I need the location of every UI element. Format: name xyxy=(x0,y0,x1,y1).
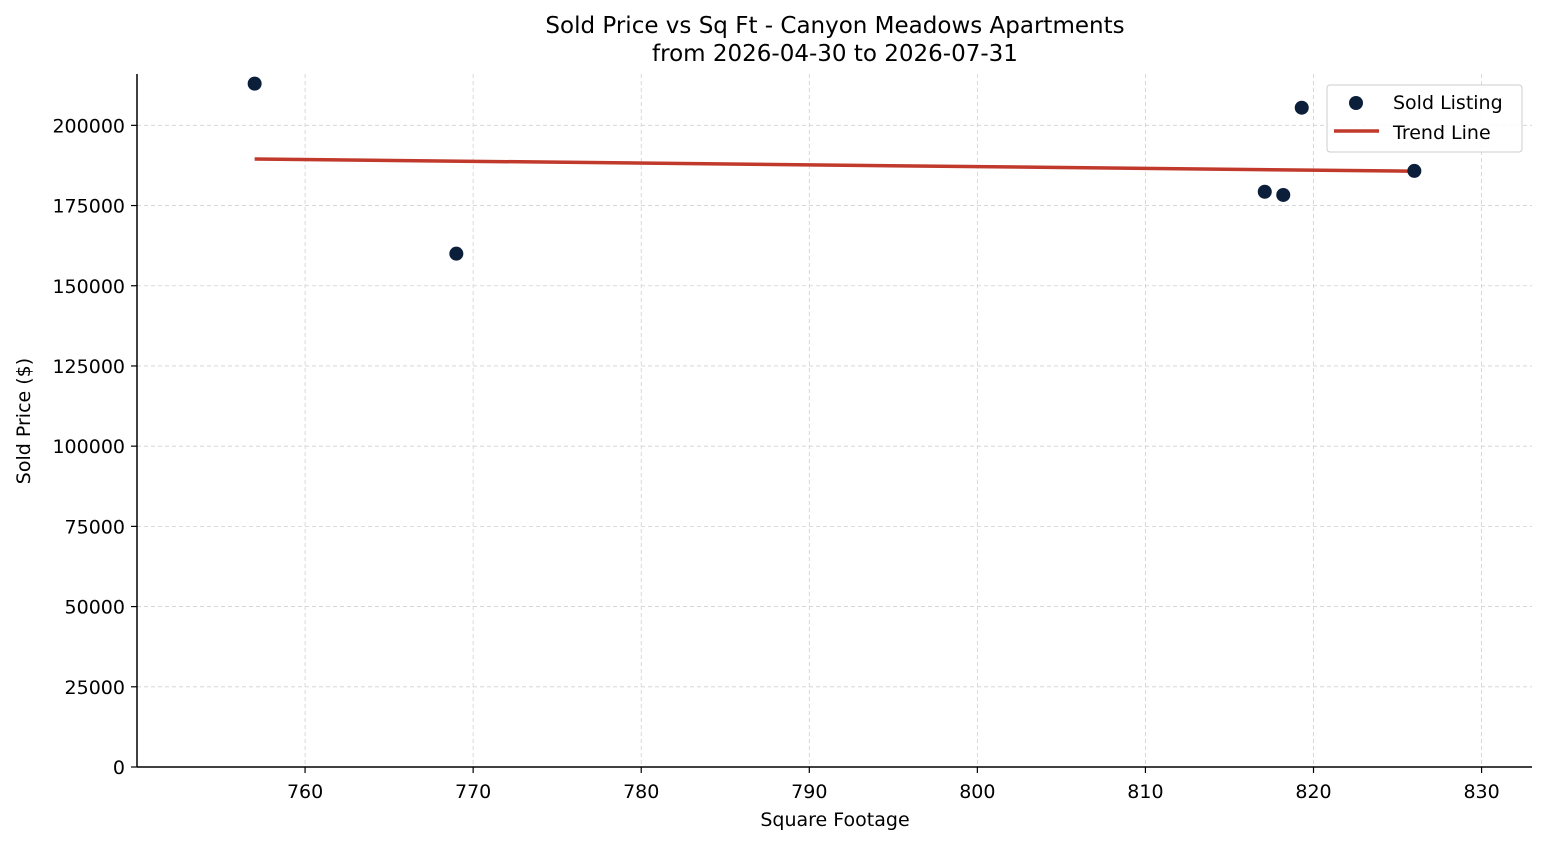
y-tick-label: 125000 xyxy=(52,356,125,378)
legend-label-trend-line: Trend Line xyxy=(1392,122,1491,144)
data-point xyxy=(247,76,262,91)
y-tick-label: 175000 xyxy=(52,196,125,218)
data-point xyxy=(1407,163,1422,178)
y-tick-label: 50000 xyxy=(65,597,125,619)
data-point xyxy=(1276,187,1291,202)
x-tick-label: 760 xyxy=(287,781,323,803)
axes xyxy=(136,74,1532,768)
x-tick-label: 780 xyxy=(623,781,659,803)
chart-subtitle: from 2026-04-30 to 2026-07-31 xyxy=(652,41,1018,67)
x-tick-label: 810 xyxy=(1127,781,1163,803)
y-tick-label: 75000 xyxy=(65,516,125,538)
legend: Sold Listing Trend Line xyxy=(1326,84,1523,153)
y-tick-label: 150000 xyxy=(52,276,125,298)
series xyxy=(247,76,1422,261)
y-tick-label: 200000 xyxy=(52,115,125,137)
x-tick-label: 790 xyxy=(791,781,827,803)
x-tick-label: 800 xyxy=(959,781,995,803)
data-point xyxy=(1294,100,1309,115)
data-point xyxy=(449,246,464,261)
y-axis-label: Sold Price ($) xyxy=(13,358,35,484)
y-tick-label: 100000 xyxy=(52,436,125,458)
legend-box xyxy=(1326,84,1523,153)
chart-title: Sold Price vs Sq Ft - Canyon Meadows Apa… xyxy=(545,13,1124,39)
legend-marker-sold-listing xyxy=(1349,96,1363,110)
y-tick-label: 25000 xyxy=(65,677,125,699)
tick-labels: 760 770 780 790 800 810 820 830 0 25000 50000 75000… xyxy=(52,115,1499,803)
legend-label-sold-listing: Sold Listing xyxy=(1393,92,1503,114)
y-tick-label: 0 xyxy=(113,757,125,779)
x-tick-label: 820 xyxy=(1295,781,1331,803)
data-point xyxy=(1257,184,1272,199)
grid-lines xyxy=(137,74,1532,768)
trend-line xyxy=(254,157,1415,173)
x-axis-label: Square Footage xyxy=(760,809,909,831)
x-tick-label: 830 xyxy=(1463,781,1499,803)
x-tick-label: 770 xyxy=(455,781,491,803)
